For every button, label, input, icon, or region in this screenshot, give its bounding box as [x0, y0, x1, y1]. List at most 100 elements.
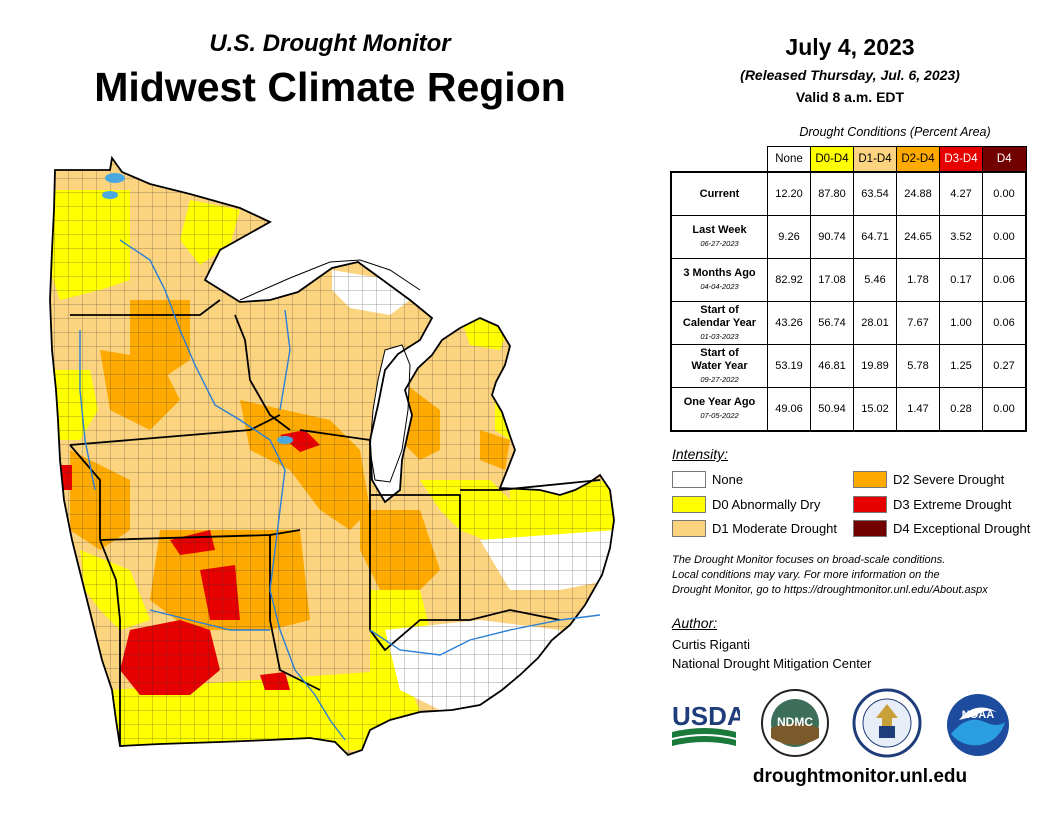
table-cell: 49.06 [767, 387, 811, 432]
row-label-text: Start of [700, 346, 739, 359]
table-cell: 87.80 [810, 171, 854, 216]
table-cell: 82.92 [767, 258, 811, 302]
table-cell: 3.52 [939, 215, 983, 259]
column-header-d0-d4: D0-D4 [810, 146, 854, 173]
row-label-text: 3 Months Ago [683, 267, 756, 279]
row-label-text: Last Week [692, 224, 747, 236]
column-header-d3-d4: D3-D4 [939, 146, 983, 173]
row-label-text: Water Year [691, 359, 748, 372]
usda-logo: USDA [672, 701, 740, 746]
row-date: 01-03-2023 [700, 331, 739, 341]
table-cell: 56.74 [810, 301, 854, 345]
row-label: 3 Months Ago 04-04-2023 [670, 258, 768, 302]
table-cell: 50.94 [810, 387, 854, 432]
table-cell: 0.06 [982, 258, 1027, 302]
author-heading: Author: [672, 615, 718, 631]
row-label: Start of Calendar Year 01-03-2023 [670, 301, 768, 345]
legend-swatch [672, 496, 706, 513]
note-line: The Drought Monitor focuses on broad-sca… [672, 554, 946, 566]
table-cell: 1.00 [939, 301, 983, 345]
table-cell: 0.27 [982, 344, 1027, 388]
table-cell: 19.89 [853, 344, 897, 388]
table-cell: 0.00 [982, 171, 1027, 216]
legend-swatch [672, 471, 706, 488]
table-cell: 1.25 [939, 344, 983, 388]
noaa-logo: NOAA [947, 694, 1009, 756]
legend-item: D3 Extreme Drought [853, 496, 1012, 513]
table-cell: 7.67 [896, 301, 940, 345]
note-line: Local conditions may vary. For more info… [672, 569, 940, 581]
table-cell: 64.71 [853, 215, 897, 259]
table-cell: 12.20 [767, 171, 811, 216]
map-title: Midwest Climate Region [94, 64, 566, 110]
legend-title: Intensity: [672, 446, 729, 462]
row-label-text: Calendar Year [682, 316, 757, 329]
author-organization: National Drought Mitigation Center [672, 656, 872, 671]
drought-monitor-note: The Drought Monitor focuses on broad-sca… [672, 553, 1042, 598]
row-date: 09-27-2022 [700, 374, 739, 384]
valid-time: Valid 8 a.m. EDT [795, 89, 905, 105]
table-cell: 43.26 [767, 301, 811, 345]
legend-swatch [853, 471, 887, 488]
table-cell: 15.02 [853, 387, 897, 432]
table-cell: 0.06 [982, 301, 1027, 345]
table-cell: 0.17 [939, 258, 983, 302]
table-cell: 28.01 [853, 301, 897, 345]
usda-logo-text: USDA [672, 701, 740, 731]
legend-swatch [853, 496, 887, 513]
table-cell: 0.00 [982, 215, 1027, 259]
row-label: Start of Water Year 09-27-2022 [670, 344, 768, 388]
legend-swatch [672, 520, 706, 537]
table-cell: 5.78 [896, 344, 940, 388]
legend-item: None [672, 471, 743, 488]
table-cell: 90.74 [810, 215, 854, 259]
commerce-seal-logo [852, 688, 922, 758]
table-cell: 24.88 [896, 171, 940, 216]
table-cell: 9.26 [767, 215, 811, 259]
column-header-d2-d4: D2-D4 [896, 146, 940, 173]
table-row: Current 12.20 87.80 63.54 24.88 4.27 0.00 [670, 171, 1027, 216]
table-row: Start of Calendar Year 01-03-2023 43.26 56.7… [670, 301, 1027, 345]
row-date: 06-27-2023 [700, 239, 739, 248]
note-line: Drought Monitor, go to https://droughtmo… [672, 584, 988, 596]
author-name: Curtis Riganti [672, 637, 751, 652]
table-cell: 53.19 [767, 344, 811, 388]
legend-item: D2 Severe Drought [853, 471, 1004, 488]
table-cell: 0.28 [939, 387, 983, 432]
table-cell: 0.00 [982, 387, 1027, 432]
drought-conditions-table: None D0-D4 D1-D4 D2-D4 D3-D4 D4 Current 1… [670, 146, 1027, 432]
table-cell: 46.81 [810, 344, 854, 388]
table-cell: 1.78 [896, 258, 940, 302]
row-label-text: Current [699, 187, 740, 200]
legend-label: D1 Moderate Drought [712, 521, 838, 536]
table-cell: 1.47 [896, 387, 940, 432]
drought-map [49, 157, 615, 756]
release-date: (Released Thursday, Jul. 6, 2023) [740, 67, 960, 83]
legend-label: None [712, 472, 744, 487]
table-corner [671, 147, 768, 173]
row-label-text: Start of [700, 303, 739, 316]
map-subtitle: U.S. Drought Monitor [209, 30, 451, 57]
table-cell: 17.08 [810, 258, 854, 302]
table-row: Start of Water Year 09-27-2022 53.19 46.81 19… [670, 344, 1027, 388]
legend-swatch [853, 520, 887, 537]
noaa-logo-text: NOAA [962, 709, 994, 721]
map-date: July 4, 2023 [785, 34, 915, 60]
ndmc-logo-text: NDMC [777, 715, 813, 729]
legend-label: D2 Severe Drought [893, 472, 1005, 487]
column-header-d4: D4 [982, 146, 1027, 173]
conditions-caption: Drought Conditions (Percent Area) [799, 125, 991, 139]
legend-label: D0 Abnormally Dry [712, 497, 821, 512]
legend-label: D4 Exceptional Drought [893, 521, 1031, 536]
table-row: One Year Ago 07-05-2022 49.06 50.94 15.02 1.4… [670, 387, 1027, 432]
column-header-none: None [767, 146, 811, 173]
ndmc-logo: NDMC [761, 689, 829, 757]
table-cell: 24.65 [896, 215, 940, 259]
table-cell: 63.54 [853, 171, 897, 216]
table-row: Last Week 06-27-2023 9.26 90.74 64.71 24.65 3.… [670, 215, 1027, 259]
row-label: Last Week 06-27-2023 [670, 215, 768, 259]
row-label: One Year Ago 07-05-2022 [670, 387, 768, 432]
website-url[interactable]: droughtmonitor.unl.edu [752, 766, 968, 787]
table-cell: 5.46 [853, 258, 897, 302]
table-cell: 4.27 [939, 171, 983, 216]
